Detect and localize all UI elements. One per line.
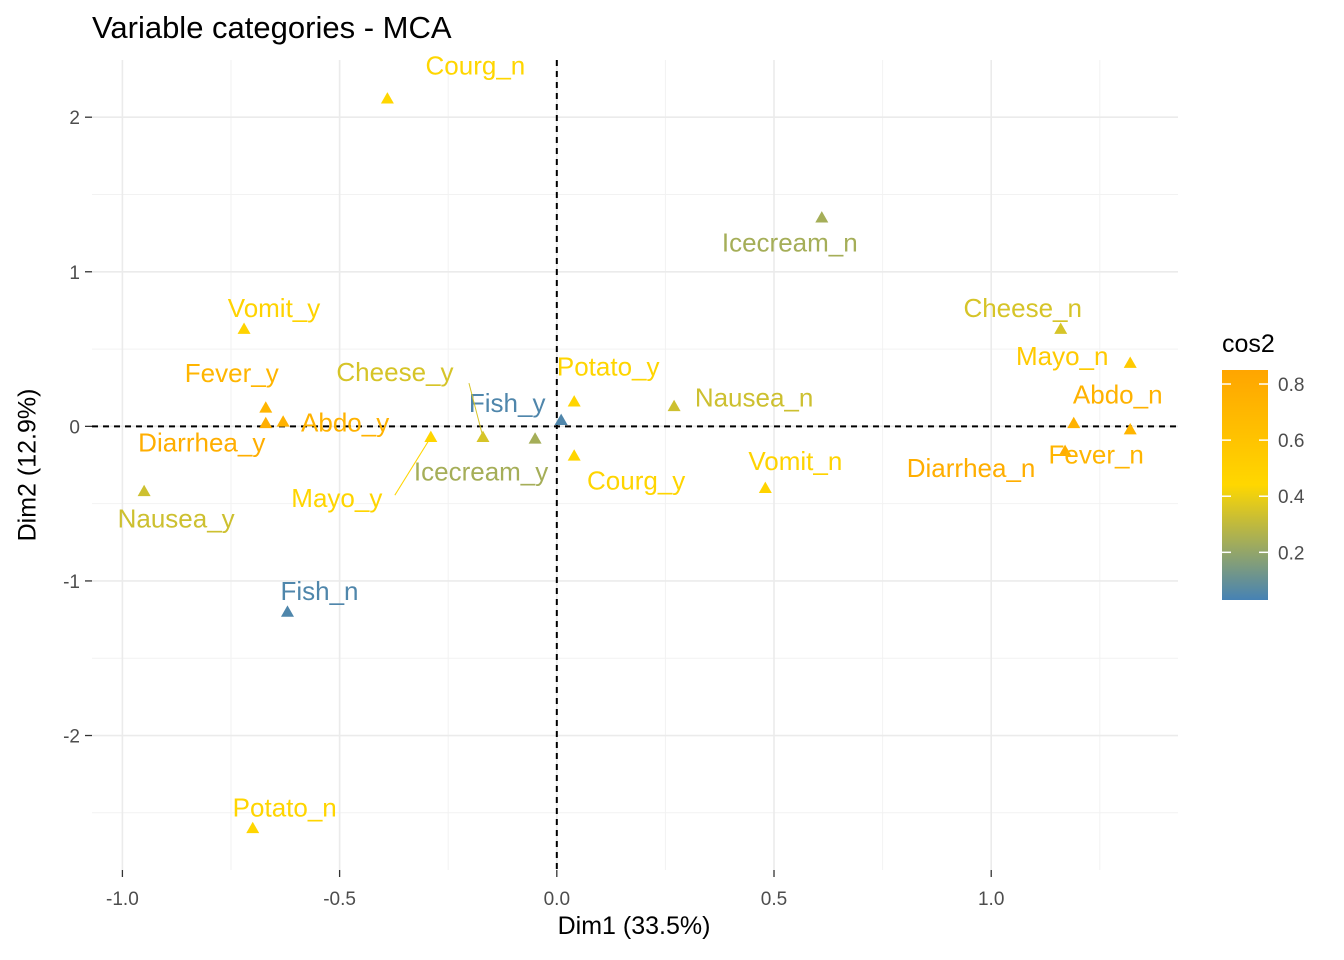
point-marker-cheese-y [476, 430, 490, 443]
point-marker-diarrhea-n [1058, 444, 1072, 456]
point-label-fish-y: Fish_y [469, 388, 546, 418]
chart-title: Variable categories - MCA [92, 10, 452, 45]
point-marker-abdo-n [1067, 416, 1081, 429]
point-label-abdo-n: Abdo_n [1073, 379, 1163, 409]
legend-title: cos2 [1222, 330, 1275, 358]
point-label-icecream-n: Icecream_n [722, 228, 858, 258]
point-label-icecream-y: Icecream_y [414, 457, 548, 487]
point-label-diarrhea-y: Diarrhea_y [138, 427, 265, 457]
point-marker-icecream-y [528, 432, 542, 444]
point-label-potato-n: Potato_n [233, 792, 337, 822]
label-connector-mayo-y [394, 436, 432, 496]
point-marker-nausea-n [667, 399, 681, 412]
point-label-courg-n: Courg_n [426, 51, 526, 81]
x-tick-label: -0.5 [323, 889, 356, 910]
x-tick-label: 0.0 [544, 889, 570, 910]
point-marker-vomit-n [758, 481, 772, 494]
point-marker-fish-y [554, 413, 568, 426]
point-marker-courg-n [380, 92, 394, 104]
point-marker-vomit-y [237, 322, 251, 334]
point-label-vomit-y: Vomit_y [228, 293, 321, 323]
point-marker-mayo-n [1123, 356, 1137, 368]
point-label-cheese-n: Cheese_n [963, 293, 1082, 323]
point-marker-fever-n [1123, 422, 1137, 435]
point-marker-potato-n [246, 821, 260, 834]
point-marker-mayo-y [424, 430, 438, 443]
legend-colorbar [1222, 370, 1268, 600]
x-tick-label: -1.0 [106, 889, 139, 910]
point-marker-fever-y [259, 401, 273, 413]
point-marker-fish-n [280, 605, 294, 617]
point-marker-abdo-y [276, 415, 290, 427]
legend-tick-label: 0.2 [1278, 543, 1304, 564]
label-connector-cheese-y [468, 383, 484, 438]
y-tick-label: 0 [69, 417, 80, 438]
point-label-nausea-y: Nausea_y [118, 503, 235, 533]
legend-tick-label: 0.4 [1278, 487, 1305, 508]
x-axis-title: Dim1 (33.5%) [557, 912, 711, 940]
point-label-mayo-y: Mayo_y [291, 483, 382, 513]
point-marker-courg-y [567, 449, 581, 461]
x-tick-label: 1.0 [978, 889, 1004, 910]
point-label-fish-n: Fish_n [280, 576, 358, 606]
point-label-potato-y: Potato_y [557, 352, 660, 382]
point-label-abdo-y: Abdo_y [301, 408, 389, 438]
legend-tick-label: 0.8 [1278, 375, 1304, 396]
point-label-nausea-n: Nausea_n [695, 382, 814, 412]
point-marker-cheese-n [1054, 322, 1068, 334]
point-marker-icecream-n [815, 211, 829, 223]
y-tick-label: -2 [63, 727, 80, 748]
point-label-courg-y: Courg_y [587, 466, 685, 496]
y-tick-label: -1 [63, 572, 80, 593]
x-tick-label: 0.5 [761, 889, 787, 910]
point-label-diarrhea-n: Diarrhea_n [907, 453, 1036, 483]
y-tick-label: 1 [69, 263, 80, 284]
point-label-fever-n: Fever_n [1049, 439, 1144, 469]
legend-tick-label: 0.6 [1278, 431, 1304, 452]
point-label-fever-y: Fever_y [185, 358, 279, 388]
point-label-cheese-y: Cheese_y [336, 357, 453, 387]
point-marker-diarrhea-y [259, 416, 273, 429]
point-label-mayo-n: Mayo_n [1016, 341, 1109, 371]
point-marker-nausea-y [137, 484, 151, 497]
point-label-vomit-n: Vomit_n [748, 446, 842, 476]
point-marker-potato-y [567, 395, 581, 407]
y-tick-label: 2 [69, 108, 80, 129]
y-axis-title: Dim2 (12.9%) [13, 388, 42, 542]
